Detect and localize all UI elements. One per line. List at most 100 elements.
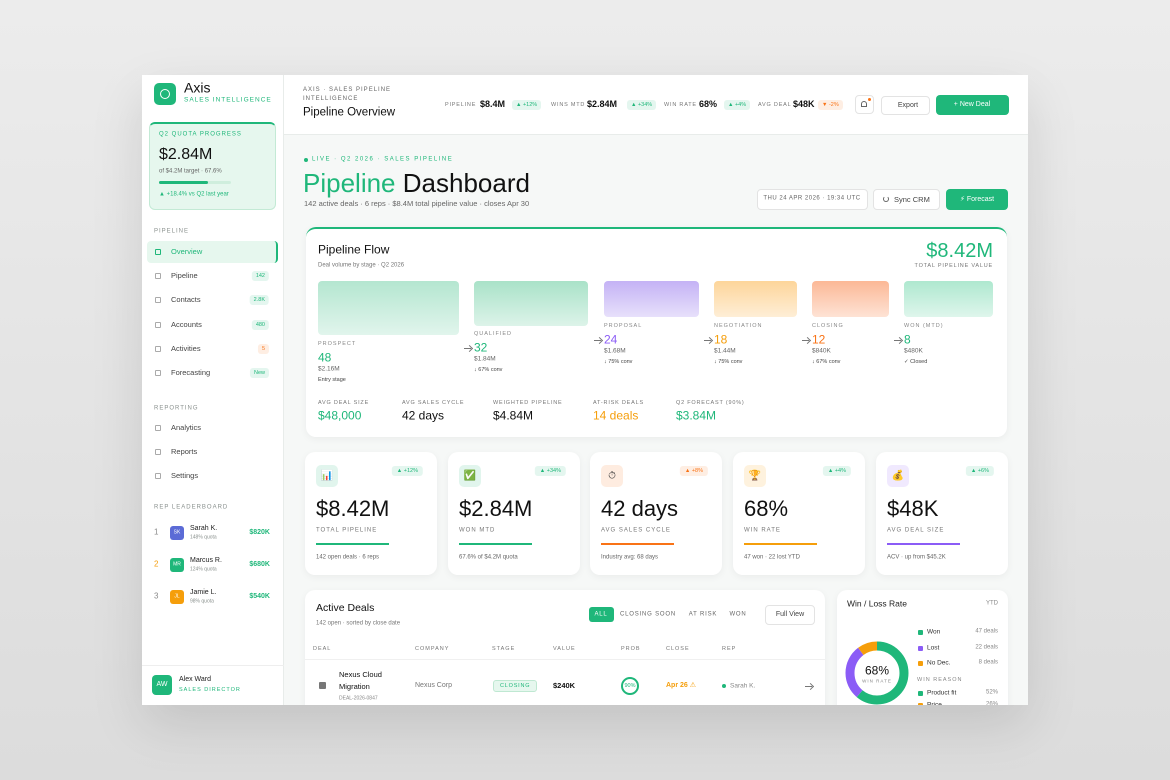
nav-badge: New — [249, 367, 269, 379]
nav-icon — [155, 449, 161, 455]
deal-id: DEAL-2026-0847 — [339, 695, 378, 702]
hero-title-accent: Pipeline — [303, 168, 396, 198]
stage-value: $1.84M — [474, 355, 496, 363]
stat-delta: ▲ +4% — [724, 99, 751, 111]
metric-label: AVG SALES CYCLE — [402, 399, 465, 406]
deal-company: Nexus Corp — [415, 682, 452, 690]
quota-label: Q2 QUOTA PROGRESS — [159, 131, 242, 138]
stage-value: $480K — [904, 347, 923, 355]
stage-value: $1.68M — [604, 347, 626, 355]
timestamp: THU 24 APR 2026 · 19:34 UTC — [763, 195, 861, 202]
stage-bar — [714, 281, 797, 317]
metric-value: 42 days — [402, 408, 445, 423]
kpi-label: WIN RATE — [744, 527, 781, 534]
kpi-value: $48K — [887, 495, 939, 521]
export-label[interactable]: Export — [897, 102, 919, 110]
app-window: Axis SALES INTELLIGENCE Q2 QUOTA PROGRESS $… — [142, 75, 1028, 705]
stage-name: PROSPECT — [318, 340, 357, 347]
export-button[interactable] — [881, 96, 930, 115]
nav-item[interactable]: Activities — [171, 343, 201, 353]
bell-icon — [861, 101, 867, 107]
stage-value: $2.16M — [318, 365, 340, 373]
kpi-value: 68% — [744, 495, 789, 521]
nav-item[interactable]: Settings — [171, 470, 199, 480]
nav-item[interactable]: Pipeline — [171, 270, 198, 280]
nav-item[interactable]: Analytics — [171, 422, 202, 432]
reason-label: WIN REASON — [917, 676, 963, 683]
rep-dot — [722, 684, 726, 688]
kpi-icon-box — [744, 465, 766, 487]
forecast-button[interactable] — [946, 189, 1008, 210]
sync-button[interactable] — [873, 189, 940, 210]
stat-delta: ▲ +12% — [512, 99, 542, 111]
nav-item[interactable]: Overview — [171, 246, 203, 256]
filter-tab[interactable]: AT RISK — [688, 611, 718, 618]
stage-note: ↓ 75% conv — [604, 358, 633, 365]
new-deal-label[interactable]: + New Deal — [953, 101, 991, 109]
full-view-button[interactable] — [765, 605, 815, 625]
filter-tab[interactable]: ALL — [594, 611, 608, 618]
quota-bar-fill — [159, 181, 208, 184]
rep-rank: 1 — [154, 527, 159, 537]
stat-value: $2.84M — [587, 99, 618, 110]
filter-tab[interactable]: WON — [729, 611, 747, 618]
stat-label: WINS MTD — [551, 101, 586, 108]
quota-value: $2.84M — [159, 146, 213, 164]
flow-sub: Deal volume by stage · Q2 2026 — [318, 262, 405, 269]
kpi-note: 142 open deals · 6 reps — [316, 554, 380, 561]
stage-count: 12 — [812, 332, 826, 347]
stat-label: WIN RATE — [664, 101, 697, 108]
winloss-title: Win / Loss Rate — [847, 598, 907, 609]
sync-label[interactable]: Sync CRM — [894, 194, 930, 204]
nav-badge: 5 — [257, 343, 269, 355]
rep-rank: 2 — [154, 559, 159, 569]
deal-value: $240K — [553, 680, 576, 690]
kpi-card — [876, 452, 1008, 575]
filter-active[interactable] — [589, 607, 614, 622]
header-rule — [305, 659, 825, 660]
metric-label: Q2 FORECAST (90%) — [676, 399, 745, 406]
brand-tagline: SALES INTELLIGENCE — [184, 96, 272, 104]
nav-item[interactable]: Contacts — [171, 294, 201, 304]
page-title: Pipeline Overview — [303, 106, 396, 119]
kpi-icon-box — [601, 465, 623, 487]
kpi-delta: ▲ +12% — [391, 465, 423, 477]
full-view-label[interactable]: Full View — [775, 611, 805, 619]
filter-tab[interactable]: CLOSING SOON — [620, 611, 676, 618]
reason-value: 52% — [985, 689, 998, 696]
kpi-delta: ▲ +6% — [965, 465, 994, 477]
nav-icon — [155, 370, 161, 376]
nav-icon — [155, 473, 161, 479]
kpi-note: ACV · up from $45.2K — [887, 554, 946, 561]
nav-icon — [155, 425, 161, 431]
quota-delta: ▲ +18.4% vs Q2 last year — [159, 191, 229, 198]
new-deal-button[interactable] — [936, 95, 1009, 115]
metric-value: $3.84M — [676, 408, 717, 423]
column-header: PROB — [621, 645, 641, 652]
column-header: CLOSE — [666, 645, 690, 652]
kpi-icon: ✅ — [463, 470, 477, 482]
quota-card — [149, 122, 276, 210]
arrow-line — [894, 340, 901, 341]
nav-item[interactable]: Accounts — [171, 319, 202, 329]
stat-value: $48K — [793, 99, 815, 110]
rep-value: $680K — [249, 561, 270, 569]
forecast-label[interactable]: ⚡ Forecast — [959, 196, 995, 204]
kpi-icon: 🏆 — [748, 470, 762, 482]
deal-stage: CLOSING — [493, 679, 538, 693]
stage-name: CLOSING — [812, 322, 844, 329]
nav-item[interactable]: Forecasting — [171, 367, 211, 377]
reason-value: 26% — [985, 701, 998, 705]
column-header: COMPANY — [415, 645, 450, 652]
arrow-line — [594, 340, 601, 341]
legend-name: No Dec. — [927, 659, 951, 667]
kpi-delta: ▲ +34% — [534, 465, 566, 477]
nav-item[interactable]: Reports — [171, 446, 198, 456]
legend-value: 8 deals — [978, 659, 998, 666]
bell-button[interactable] — [855, 95, 874, 114]
kpi-icon-box — [459, 465, 481, 487]
legend-dot — [918, 629, 923, 635]
metric-label: AT-RISK DEALS — [593, 399, 644, 406]
kpi-card — [305, 452, 437, 575]
user-name: Alex Ward — [179, 676, 212, 684]
